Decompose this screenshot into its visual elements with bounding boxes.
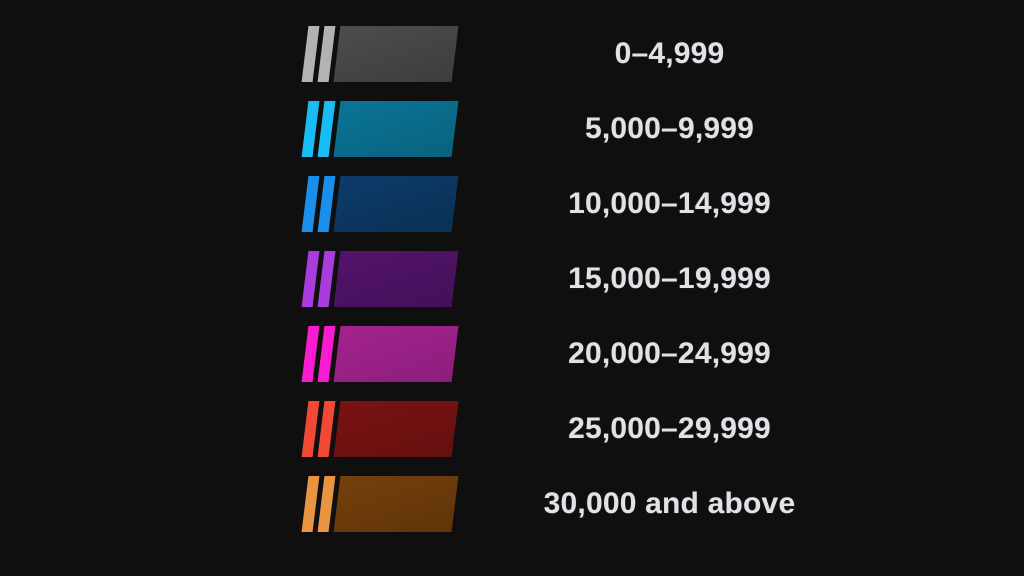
legend-color-swatch [301, 26, 459, 82]
legend-label-container: 0–4,999 [455, 37, 1024, 71]
swatch-accent-stripe [317, 476, 336, 532]
swatch-fill-block [333, 101, 459, 157]
swatch-fill-block [333, 326, 459, 382]
legend-color-swatch [301, 251, 459, 307]
legend-range-label: 5,000–9,999 [584, 112, 755, 145]
legend-color-swatch [301, 101, 459, 157]
legend-range-label: 25,000–29,999 [568, 412, 771, 445]
swatch-accent-stripe [301, 101, 320, 157]
swatch-accent-stripe [301, 26, 320, 82]
legend-row[interactable]: 25,000–29,999 [0, 397, 1024, 461]
swatch-accent-stripe [317, 251, 336, 307]
legend-label-container: 25,000–29,999 [455, 412, 1024, 446]
legend-row[interactable]: 10,000–14,999 [0, 172, 1024, 236]
legend-color-swatch [301, 176, 459, 232]
legend-range-label: 0–4,999 [614, 37, 725, 70]
legend-row[interactable]: 15,000–19,999 [0, 247, 1024, 311]
legend-label-container: 20,000–24,999 [455, 337, 1024, 371]
swatch-accent-stripe [301, 476, 320, 532]
legend-row[interactable]: 5,000–9,999 [0, 97, 1024, 161]
swatch-accent-stripe [317, 26, 336, 82]
legend-color-swatch [301, 476, 459, 532]
legend-row[interactable]: 30,000 and above [0, 472, 1024, 536]
legend-label-container: 30,000 and above [455, 487, 1024, 521]
legend-color-swatch [301, 401, 459, 457]
swatch-accent-stripe [317, 101, 336, 157]
legend-label-container: 10,000–14,999 [455, 187, 1024, 221]
legend-row[interactable]: 0–4,999 [0, 22, 1024, 86]
swatch-fill-block [333, 176, 459, 232]
legend-row[interactable]: 20,000–24,999 [0, 322, 1024, 386]
swatch-accent-stripe [301, 326, 320, 382]
swatch-accent-stripe [301, 251, 320, 307]
swatch-accent-stripe [301, 401, 320, 457]
swatch-accent-stripe [301, 176, 320, 232]
legend-range-label: 30,000 and above [543, 487, 796, 520]
swatch-accent-stripe [317, 401, 336, 457]
legend-range-label: 20,000–24,999 [568, 337, 771, 370]
swatch-accent-stripe [317, 326, 336, 382]
legend-range-label: 10,000–14,999 [568, 187, 771, 220]
legend-color-swatch [301, 326, 459, 382]
swatch-fill-block [333, 476, 459, 532]
swatch-fill-block [333, 26, 459, 82]
swatch-fill-block [333, 401, 459, 457]
legend-label-container: 15,000–19,999 [455, 262, 1024, 296]
swatch-accent-stripe [317, 176, 336, 232]
legend-range-label: 15,000–19,999 [568, 262, 771, 295]
swatch-fill-block [333, 251, 459, 307]
legend-label-container: 5,000–9,999 [455, 112, 1024, 146]
